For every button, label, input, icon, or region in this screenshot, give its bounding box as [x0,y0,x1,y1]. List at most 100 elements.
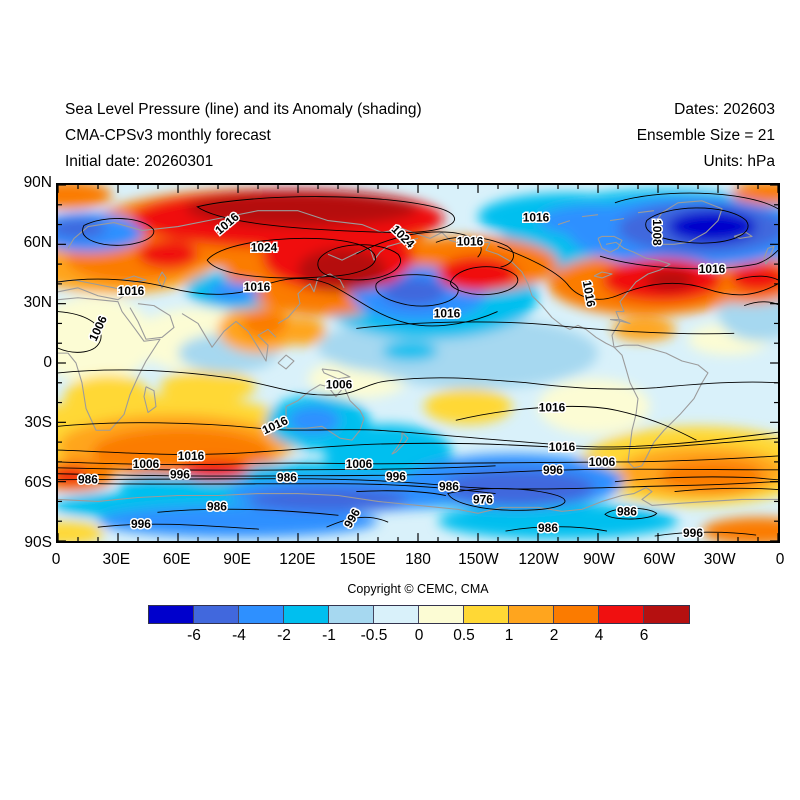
coastline [733,231,753,239]
contour-label: 1016 [244,280,271,294]
isobar-line [58,311,102,353]
coastline [637,210,655,214]
contour-label: 1006 [346,457,373,471]
anomaly-blob [58,218,106,239]
contour-label: 986 [207,499,227,513]
contour-label: 996 [386,470,406,484]
anomaly-blob [208,281,260,302]
colorbar-level-label: 4 [594,627,604,644]
anomaly-blob [160,370,256,403]
chart-ensemble-size: Ensemble Size = 21 [636,127,775,144]
contour-label: 1016 [539,401,566,415]
anomaly-blob [702,517,778,541]
isobar-line [58,455,778,466]
anomaly-blob [424,388,512,425]
contour-label: 1016 [118,284,145,298]
lon-tick-label: 120W [518,551,559,568]
isobar-line [736,275,778,281]
isobar-line [455,405,697,441]
contour-label: 1008 [650,219,664,246]
colorbar-segment [509,606,554,623]
lon-tick-label: 150E [339,551,376,568]
isobar-line [58,437,778,455]
contour-label: 986 [439,480,459,494]
lon-tick-label: 30W [703,551,736,568]
contour-label: 986 [78,473,98,487]
lon-tick-label: 90E [223,551,251,568]
isobar-line [356,321,735,335]
contour-label: 1016 [549,440,576,454]
isobar-line [450,266,519,296]
anomaly-blob [242,309,286,338]
anomaly-blob [58,295,154,383]
chart-initial-date: Initial date: 20260301 [65,153,214,170]
chart-titles: Sea Level Pressure (line) and its Anomal… [65,97,422,175]
lon-tick-label: 120E [279,551,316,568]
coastline [593,271,613,279]
colorbar-level-label: 1 [504,627,514,644]
contour-label: 996 [683,526,703,540]
coastline [605,241,671,348]
isobar-line [97,523,259,530]
colorbar-level-label: 6 [639,627,649,644]
colorbar-level-label: 0 [414,627,424,644]
anomaly-blob [538,378,651,435]
coastline [613,344,709,469]
isobar-contours [58,192,778,537]
isobar-line [674,487,778,492]
coastline [58,279,131,301]
coastline [581,214,599,218]
colorbar-level-label: -1 [322,627,336,644]
contour-label: 1016 [178,449,205,463]
colorbar-segment [194,606,239,623]
contour-label: 1016 [434,307,461,321]
contour-label: 976 [473,492,493,506]
lon-tick-label: 60W [643,551,676,568]
isobar-line [317,244,401,281]
isobar-line [82,218,155,246]
isobar-line [58,478,778,490]
coastline [609,218,625,222]
colorbar-segment [374,606,419,623]
lat-tick-label: 0 [43,354,52,371]
isobar-line [614,192,778,210]
coastline [58,297,161,431]
colorbar-segment [554,606,599,623]
colorbar-segment [149,606,194,623]
contour-label: 986 [617,504,637,518]
contour-label: 1006 [326,378,353,392]
anomaly-blob [138,240,199,269]
isobar-line [326,516,389,528]
colorbar-level-label: -6 [187,627,201,644]
isobar-line [157,508,339,516]
isobar-line [375,274,459,307]
isobar-line [58,465,496,471]
isobar-line [206,237,376,279]
isobar-line [645,207,749,244]
colorbar-segment [284,606,329,623]
isobar-line [604,507,658,520]
coastline [285,384,365,441]
colorbar-segment [599,606,644,623]
contour-label: 1016 [523,211,550,225]
lat-tick-label: 60N [23,234,52,251]
isobar-line [435,236,514,268]
anomaly-blob [278,317,326,346]
contour-label: 986 [538,521,558,535]
isobar-line [196,196,455,234]
coastline [321,368,351,380]
coastline [143,386,157,413]
contour-label: 996 [131,517,151,531]
anomaly-blob [98,505,379,538]
copyright-text: Copyright © CEMC, CMA [347,582,489,596]
colorbar-segment [644,606,689,623]
contour-label: 1024 [251,240,278,254]
anomaly-blob [438,503,678,540]
lat-tick-label: 90S [24,534,52,551]
colorbar [148,605,690,624]
isobar-line [497,245,778,300]
chart-title: Sea Level Pressure (line) and its Anomal… [65,101,422,118]
lat-tick-label: 60S [24,474,52,491]
